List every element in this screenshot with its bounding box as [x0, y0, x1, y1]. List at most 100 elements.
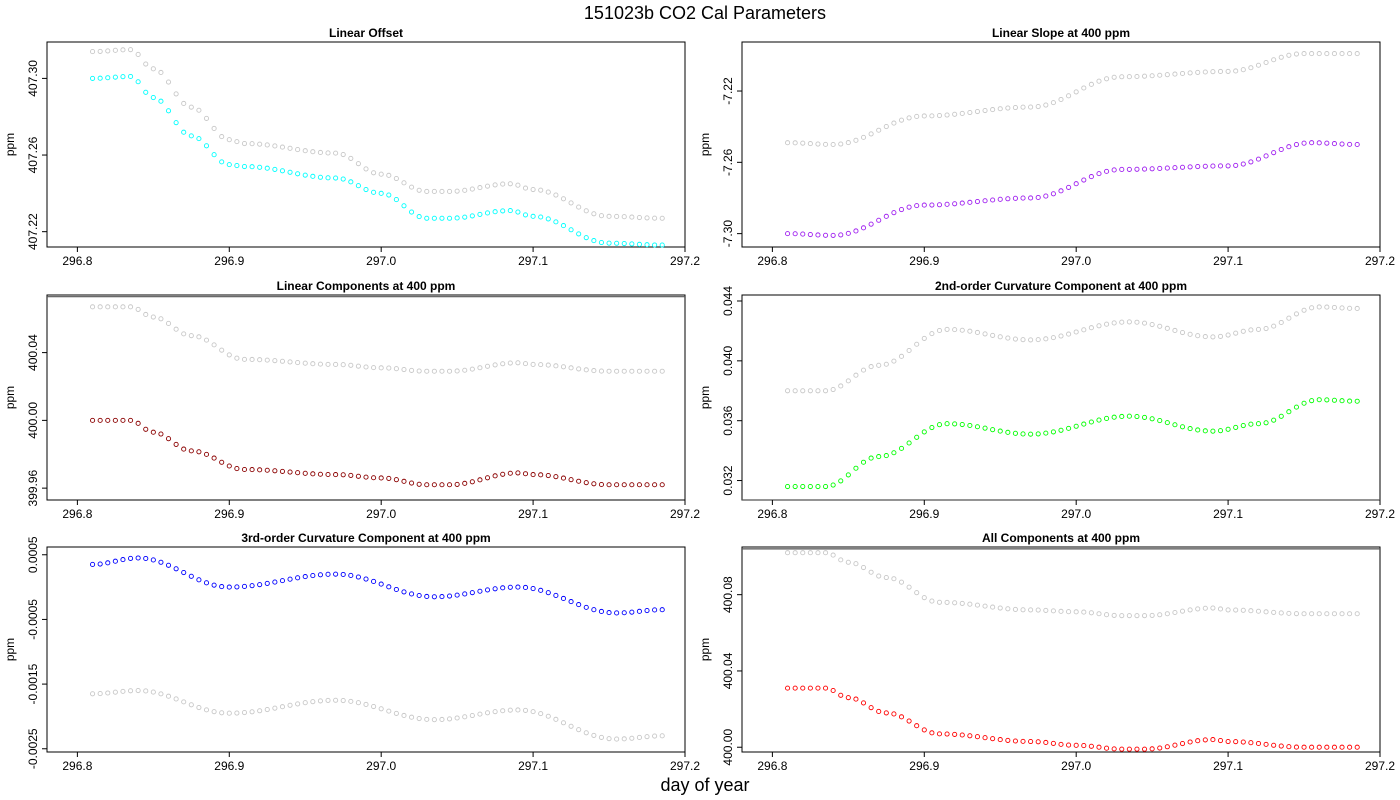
data-point — [469, 479, 475, 485]
data-point — [454, 188, 460, 194]
data-point — [234, 355, 240, 361]
data-point — [1187, 607, 1193, 613]
data-point — [1293, 311, 1300, 317]
data-point — [598, 239, 605, 246]
data-point — [1157, 745, 1163, 751]
data-point — [906, 584, 912, 590]
data-point — [143, 426, 149, 432]
data-point — [272, 579, 278, 585]
data-point — [219, 710, 225, 716]
data-point — [302, 360, 308, 366]
data-point — [401, 367, 407, 373]
data-point — [1293, 611, 1300, 617]
data-point — [929, 113, 935, 119]
data-point — [1126, 166, 1132, 172]
data-point — [409, 480, 415, 486]
data-point — [226, 352, 232, 358]
y-tick-label: 0.032 — [721, 465, 735, 495]
data-point — [120, 417, 126, 423]
x-tick-label: 297.2 — [670, 254, 700, 268]
series-reference — [785, 51, 1360, 148]
x-tick-label: 297.2 — [670, 759, 700, 773]
data-point — [1119, 319, 1125, 325]
series-data — [785, 397, 1360, 490]
data-point — [143, 555, 149, 562]
data-point — [1293, 744, 1300, 750]
data-point — [1035, 194, 1041, 201]
data-point — [1096, 611, 1102, 617]
data-point — [105, 560, 111, 566]
data-point — [1066, 331, 1072, 337]
x-tick-label: 297.1 — [1213, 759, 1243, 773]
data-point — [522, 471, 529, 477]
y-tick-label: 407.30 — [26, 60, 40, 97]
data-point — [1035, 739, 1041, 745]
data-point — [143, 61, 149, 67]
data-point — [371, 170, 377, 176]
data-point — [921, 113, 927, 119]
data-point — [891, 120, 897, 126]
data-point — [1043, 430, 1049, 436]
data-point — [997, 334, 1003, 340]
data-point — [982, 198, 988, 204]
data-point — [203, 337, 210, 343]
data-point — [241, 583, 248, 590]
data-point — [188, 333, 194, 339]
data-point — [431, 482, 437, 488]
data-point — [530, 361, 536, 368]
data-point — [629, 482, 635, 488]
data-point — [393, 175, 399, 182]
data-point — [469, 590, 475, 596]
data-point — [982, 107, 988, 114]
data-point — [538, 362, 544, 368]
data-point — [401, 180, 407, 186]
data-point — [515, 707, 521, 713]
data-point — [226, 162, 232, 168]
data-point — [1331, 51, 1337, 57]
data-point — [257, 467, 263, 473]
data-point — [371, 365, 377, 371]
data-point — [997, 428, 1003, 434]
data-point — [173, 91, 179, 97]
data-point — [378, 706, 384, 712]
data-point — [1149, 166, 1155, 172]
series-reference — [785, 304, 1360, 394]
data-point — [500, 208, 506, 214]
data-point — [1172, 742, 1178, 748]
data-point — [830, 386, 836, 393]
data-point — [272, 468, 278, 474]
data-point — [515, 209, 521, 215]
data-point — [914, 723, 920, 729]
data-point — [1164, 744, 1170, 750]
panel-2nd-order-curvature: 2nd-order Curvature Component at 400 ppm… — [698, 279, 1395, 521]
data-point — [952, 201, 958, 207]
data-point — [997, 196, 1003, 202]
data-point — [90, 75, 96, 81]
data-point — [967, 422, 973, 429]
data-point — [530, 586, 536, 592]
data-point — [515, 182, 521, 188]
data-point — [1248, 608, 1254, 614]
data-point — [568, 599, 574, 605]
data-point — [906, 718, 912, 724]
data-point — [446, 368, 453, 374]
data-point — [1066, 425, 1072, 431]
data-point — [135, 688, 141, 694]
data-point — [1050, 608, 1056, 614]
data-point — [1278, 413, 1284, 419]
data-point — [1217, 428, 1224, 434]
data-point — [196, 334, 202, 340]
x-tick-label: 297.1 — [518, 759, 548, 773]
series-data — [90, 555, 665, 616]
data-point — [921, 202, 927, 208]
data-point — [150, 429, 156, 435]
data-point — [982, 735, 988, 741]
data-point — [378, 365, 384, 371]
data-point — [484, 475, 491, 481]
data-point — [1225, 163, 1231, 169]
x-tick-label: 296.8 — [757, 507, 787, 521]
data-point — [173, 566, 179, 572]
data-point — [1104, 168, 1110, 174]
data-point — [952, 327, 958, 333]
